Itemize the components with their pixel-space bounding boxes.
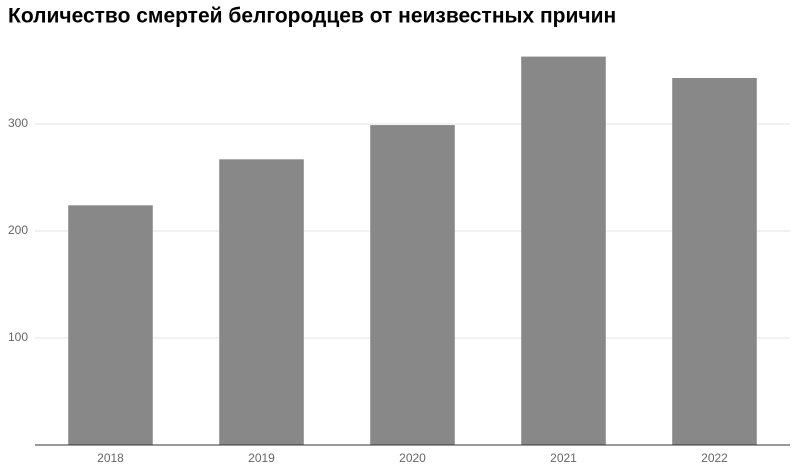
bar (672, 77, 757, 446)
bar (370, 125, 455, 445)
bar (521, 56, 606, 446)
bar (219, 159, 304, 445)
bar (68, 205, 153, 445)
x-tick-label: 2019 (248, 451, 275, 465)
y-tick-label: 100 (8, 330, 28, 344)
x-tick-label: 2018 (97, 451, 124, 465)
y-tick-label: 300 (8, 116, 28, 130)
y-tick-label: 200 (8, 223, 28, 237)
chart-title: Количество смертей белгородцев от неизве… (8, 5, 616, 28)
x-tick-label: 2021 (550, 451, 577, 465)
x-tick-label: 2022 (701, 451, 728, 465)
x-tick-label: 2020 (399, 451, 426, 465)
